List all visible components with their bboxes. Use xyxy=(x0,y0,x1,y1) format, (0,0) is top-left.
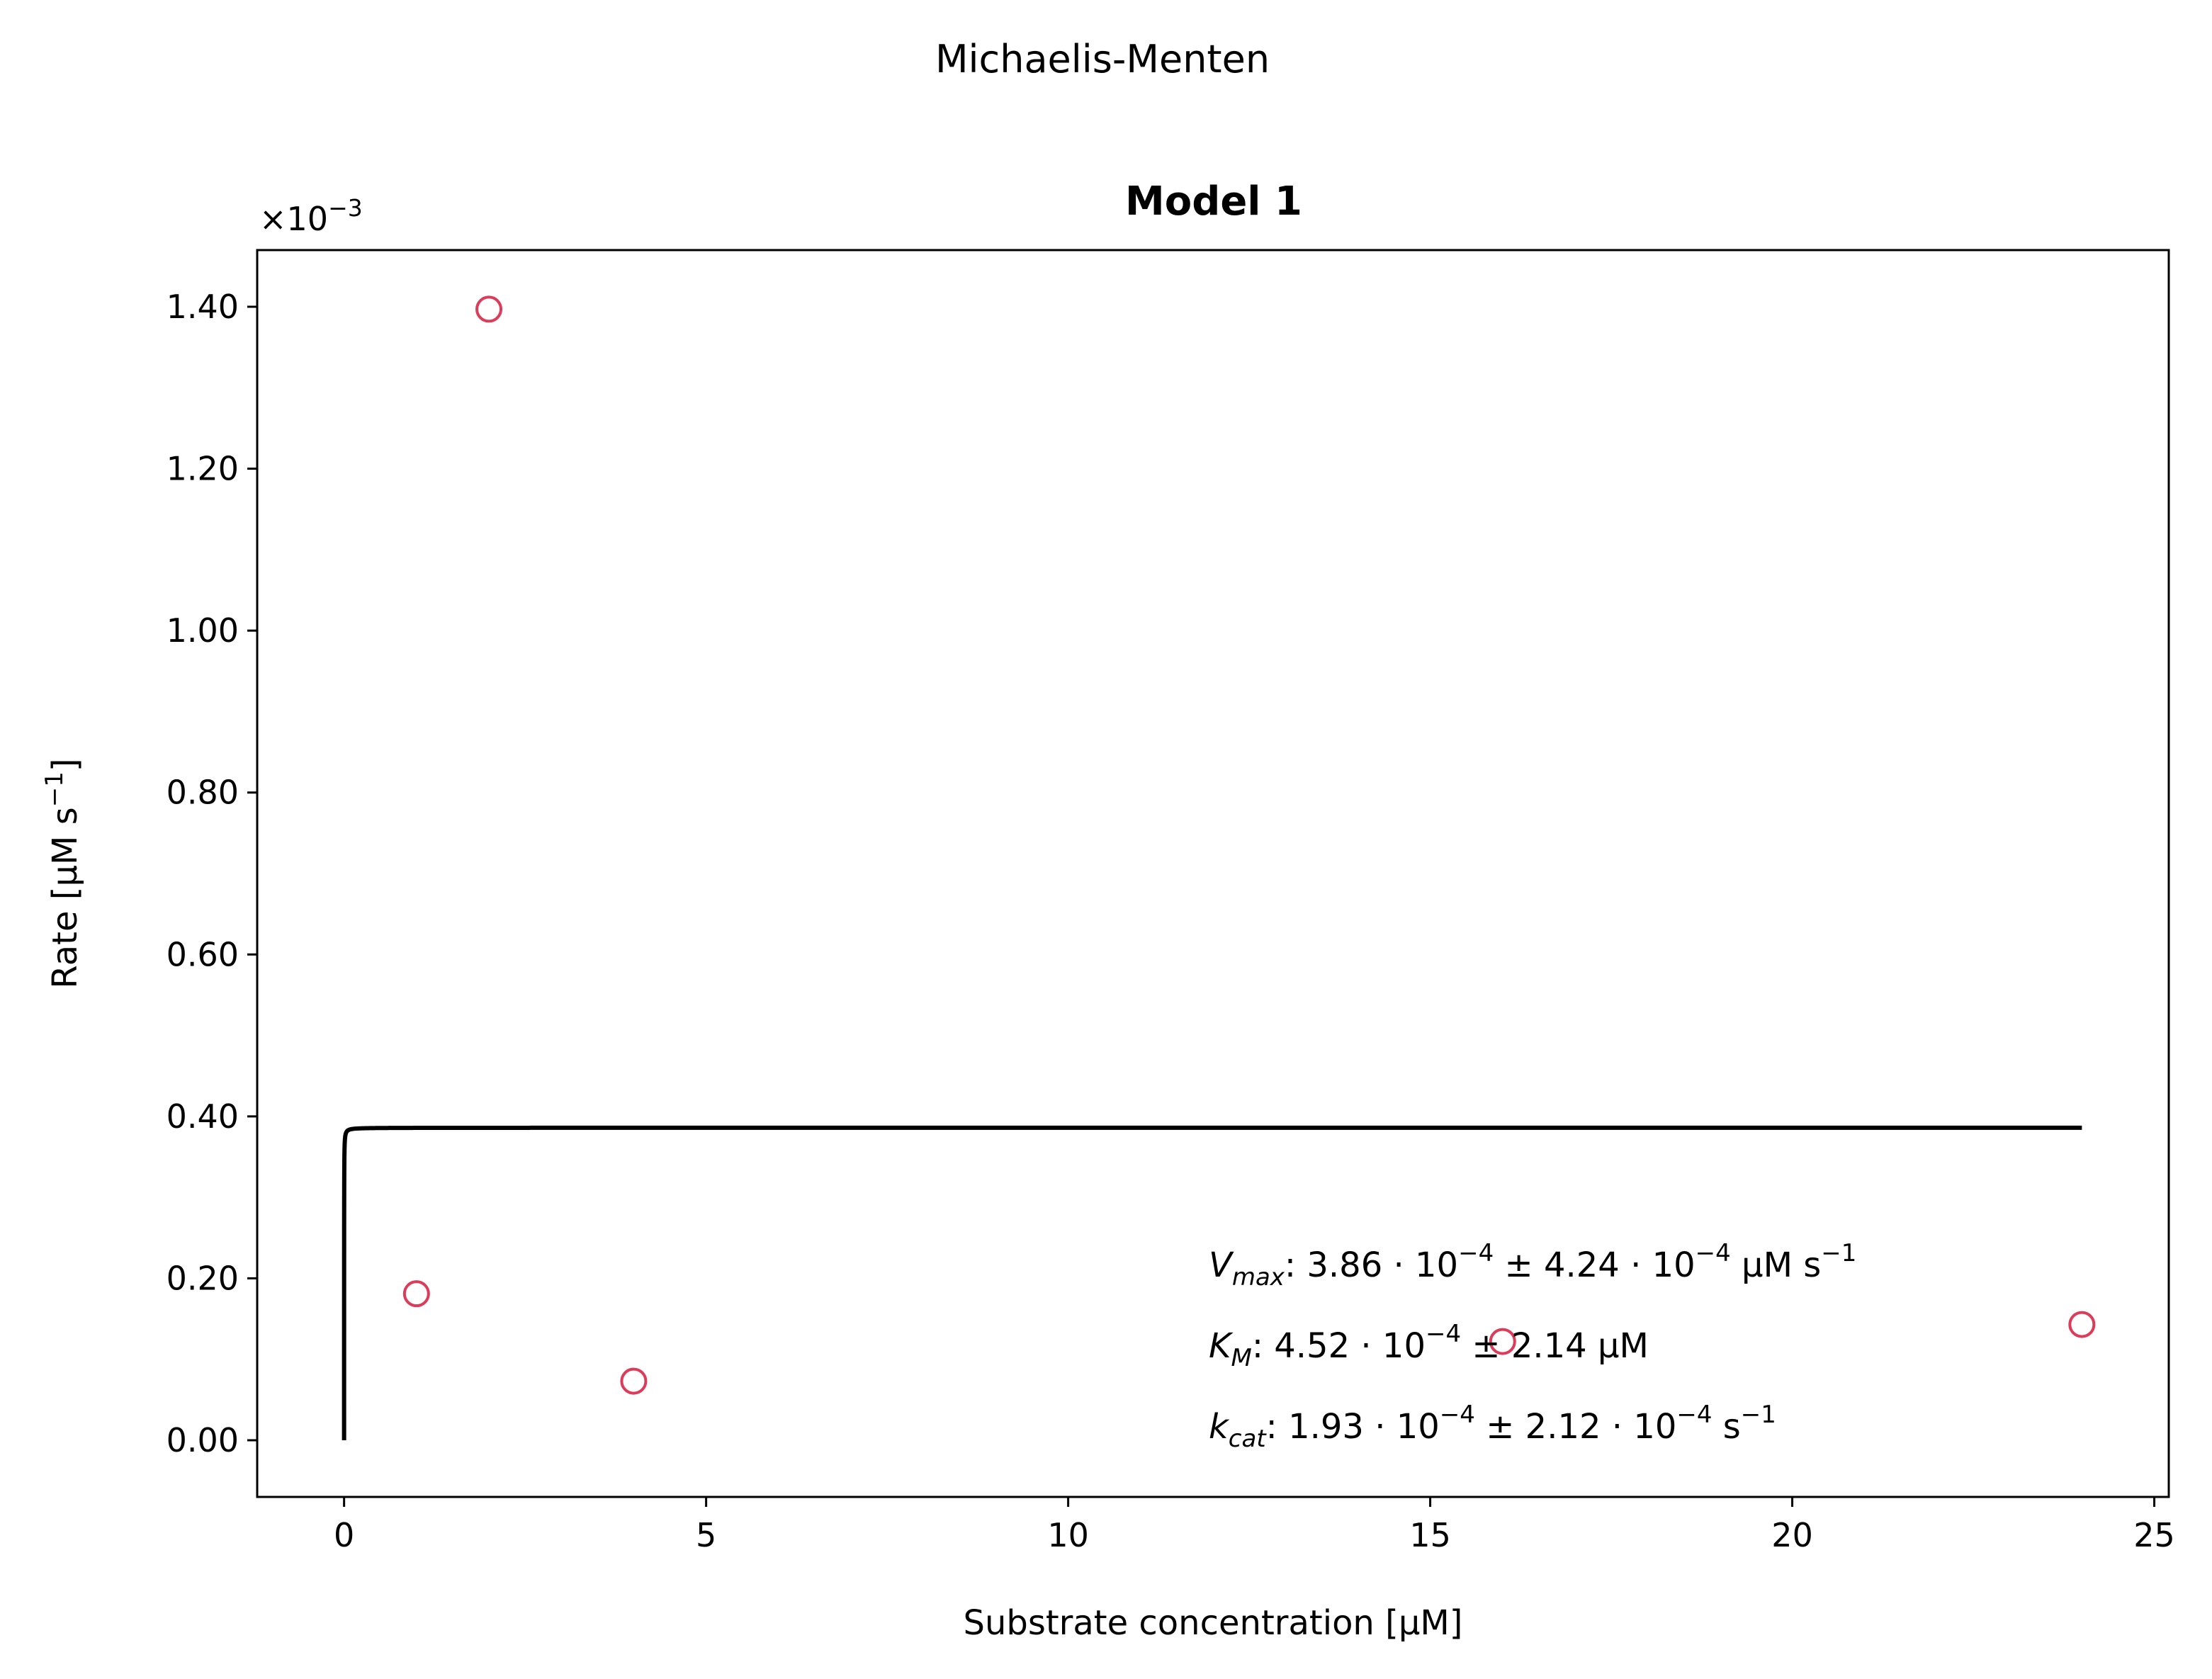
data-points-layer xyxy=(402,295,2096,1395)
data-point xyxy=(402,1280,430,1308)
y-tick-label: 0.40 xyxy=(167,1097,239,1136)
y-tick-label: 1.00 xyxy=(167,611,239,650)
y-offset-text: ×10−3 xyxy=(259,194,363,238)
data-point xyxy=(2068,1311,2096,1338)
figure-suptitle: Michaelis-Menten xyxy=(935,37,1270,81)
fit-parameters: Vmax: 3.86 · 10−4 ± 4.24 · 10−4 μM s−1 KM… xyxy=(1209,1239,1856,1453)
x-tick-label: 15 xyxy=(1409,1516,1451,1554)
chart-title: Model 1 xyxy=(1125,179,1302,225)
x-tick-label: 10 xyxy=(1047,1516,1089,1554)
fit-parameter-cat: kcat: 1.93 · 10−4 ± 2.12 · 10−4 s−1 xyxy=(1209,1401,1776,1453)
x-tick-label: 20 xyxy=(1771,1516,1813,1554)
y-tick-label: 1.20 xyxy=(167,450,239,488)
x-tick-label: 5 xyxy=(696,1516,716,1554)
fit-curve-layer xyxy=(342,1125,2082,1440)
y-tick-label: 1.40 xyxy=(167,288,239,326)
y-tick-label: 0.20 xyxy=(167,1259,239,1297)
x-tick-label: 25 xyxy=(2133,1516,2175,1554)
data-point xyxy=(475,295,503,323)
y-axis-label: Rate [μM s−1] xyxy=(40,758,85,988)
fit-parameter-m: KM: 4.52 · 10−4 ± 2.14 μM xyxy=(1209,1320,1649,1372)
y-axis-ticks: 0.00 0.20 0.40 0.60 0.80 1.00 1.20 1.40 xyxy=(167,288,257,1459)
fit-curve-line xyxy=(342,1125,2082,1440)
x-axis-ticks: 0 5 10 15 20 25 xyxy=(334,1497,2175,1554)
data-point xyxy=(1489,1328,1516,1355)
y-tick-label: 0.60 xyxy=(167,935,239,973)
x-axis-label: Substrate concentration [μM] xyxy=(963,1603,1462,1643)
data-point xyxy=(620,1367,648,1395)
fit-parameter-max: Vmax: 3.86 · 10−4 ± 4.24 · 10−4 μM s−1 xyxy=(1209,1239,1856,1291)
x-tick-label: 0 xyxy=(334,1516,354,1554)
axes-frame xyxy=(256,249,2170,1498)
y-tick-label: 0.80 xyxy=(167,774,239,812)
y-tick-label: 0.00 xyxy=(167,1421,239,1459)
plot-area xyxy=(342,295,2096,1440)
